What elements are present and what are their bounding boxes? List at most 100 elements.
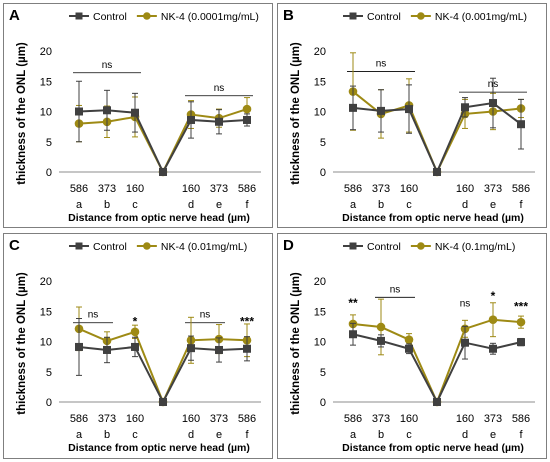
series-control: [349, 322, 525, 406]
series-control: [75, 318, 251, 406]
x-tick-distance: 373: [484, 183, 502, 195]
x-tick-letter: a: [350, 429, 357, 441]
data-point-square: [349, 330, 357, 339]
y-tick-label: 5: [46, 137, 52, 149]
legend-label: Control: [93, 241, 127, 253]
legend: Control NK-4 (0.0001mg/mL): [69, 11, 259, 23]
x-tick-letter: d: [188, 199, 194, 211]
series-control: [349, 77, 525, 176]
data-point-circle: [130, 327, 140, 337]
data-point-square: [103, 345, 111, 354]
data-point-square: [349, 103, 357, 112]
data-point-square: [75, 342, 83, 351]
data-point-square: [215, 117, 223, 126]
x-tick-letter: e: [490, 199, 496, 211]
y-tick-label: 15: [40, 76, 52, 88]
data-point-square: [159, 398, 167, 406]
x-tick-letter: d: [462, 199, 468, 211]
data-point-square: [517, 120, 525, 129]
significance-label: ns: [460, 298, 471, 309]
y-tick-label: 5: [320, 137, 326, 149]
legend-marker-circle: [417, 12, 425, 20]
significance-label: ns: [88, 310, 99, 321]
legend-label: Control: [93, 11, 127, 23]
x-tick-distance: 586: [238, 413, 256, 425]
legend-label: Control: [367, 11, 401, 23]
y-tick-label: 10: [314, 337, 326, 349]
data-point-square: [405, 105, 413, 114]
legend-label: NK-4 (0.0001mg/mL): [161, 11, 259, 23]
y-tick-label: 5: [320, 367, 326, 379]
x-tick-letter: b: [378, 429, 384, 441]
significance-label: ns: [390, 284, 401, 295]
legend-label: NK-4 (0.001mg/mL): [435, 11, 527, 23]
data-point-square: [461, 338, 469, 347]
y-tick-label: 15: [314, 76, 326, 88]
legend: Control NK-4 (0.01mg/mL): [69, 241, 247, 253]
x-tick-distance: 373: [372, 183, 390, 195]
data-point-square: [243, 115, 251, 124]
significance-label: **: [348, 296, 358, 310]
data-point-square: [377, 336, 385, 345]
y-tick-label: 10: [40, 337, 52, 349]
data-point-square: [433, 398, 441, 406]
data-point-square: [75, 107, 83, 116]
x-tick-distance: 586: [512, 183, 530, 195]
x-tick-letter: d: [462, 429, 468, 441]
x-tick-letter: a: [76, 199, 83, 211]
x-tick-distance: 373: [484, 413, 502, 425]
x-axis-title: Distance from optic nerve head (µm): [342, 442, 524, 454]
significance-label: ***: [240, 315, 254, 329]
panel-letter: C: [9, 237, 20, 254]
x-tick-distance: 160: [400, 413, 418, 425]
x-tick-letter: b: [104, 199, 110, 211]
x-axis-title: Distance from optic nerve head (µm): [68, 442, 250, 454]
panel-letter: D: [283, 237, 294, 254]
x-tick-letter: e: [490, 429, 496, 441]
legend-marker-square: [75, 12, 83, 20]
x-tick-letter: e: [216, 199, 222, 211]
panel-c: C 0 5 10 15 20 thickness of the ONL (µm) 586 a 37…: [3, 233, 273, 459]
y-tick-label: 20: [40, 46, 52, 58]
x-tick-distance: 160: [182, 413, 200, 425]
data-point-circle: [516, 317, 526, 327]
data-point-square: [187, 344, 195, 353]
data-point-square: [433, 168, 441, 176]
data-point-circle: [376, 322, 386, 332]
y-tick-label: 20: [314, 46, 326, 58]
x-tick-letter: c: [132, 429, 138, 441]
x-tick-letter: c: [132, 199, 138, 211]
y-tick-label: 0: [46, 167, 52, 179]
x-tick-distance: 586: [512, 413, 530, 425]
y-axis-title: thickness of the ONL (µm): [16, 272, 28, 415]
data-point-square: [187, 115, 195, 124]
x-axis-title: Distance from optic nerve head (µm): [68, 212, 250, 224]
legend: Control NK-4 (0.001mg/mL): [343, 11, 527, 23]
data-point-circle: [242, 104, 252, 114]
x-tick-distance: 160: [126, 413, 144, 425]
x-tick-distance: 373: [210, 413, 228, 425]
x-tick-distance: 586: [238, 183, 256, 195]
x-tick-letter: f: [519, 429, 523, 441]
legend-marker-circle: [143, 12, 151, 20]
data-point-square: [405, 344, 413, 353]
series-control: [75, 80, 251, 176]
x-tick-distance: 586: [344, 413, 362, 425]
panel-letter: B: [283, 7, 294, 24]
x-tick-letter: a: [350, 199, 357, 211]
x-tick-letter: f: [245, 429, 249, 441]
x-tick-letter: e: [216, 429, 222, 441]
x-tick-letter: f: [519, 199, 523, 211]
panel-letter: A: [9, 7, 20, 24]
data-point-square: [461, 103, 469, 112]
legend-label: NK-4 (0.1mg/mL): [435, 241, 516, 253]
legend: Control NK-4 (0.1mg/mL): [343, 241, 515, 253]
data-point-square: [215, 345, 223, 354]
y-axis-title: thickness of the ONL (µm): [16, 42, 28, 185]
y-tick-label: 10: [314, 107, 326, 119]
x-tick-distance: 160: [126, 183, 144, 195]
panel-d: D 0 5 10 15 20 thickness of the ONL (µm) 586 a 37…: [277, 233, 547, 459]
y-tick-label: 15: [314, 306, 326, 318]
x-tick-letter: d: [188, 429, 194, 441]
y-tick-label: 5: [46, 367, 52, 379]
